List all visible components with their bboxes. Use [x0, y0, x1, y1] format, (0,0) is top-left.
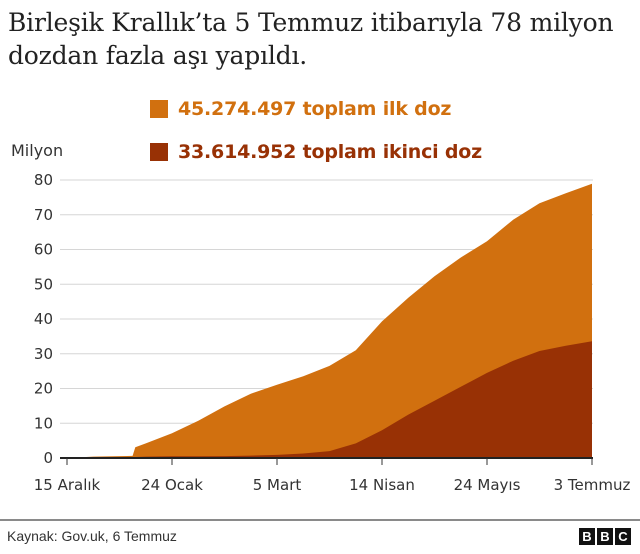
chart-title: Birleşik Krallık’ta 5 Temmuz itibarıyla …: [8, 8, 614, 70]
x-tick-label: 15 Aralık: [34, 476, 101, 494]
x-axis-ticks: 15 Aralık 24 Ocak 5 Mart 14 Nisan 24 Mayıs 3 …: [34, 458, 631, 494]
legend-label-first-dose: 45.274.497 toplam ilk doz: [178, 98, 452, 120]
y-tick-label: 50: [34, 275, 53, 293]
bbc-logo-letter: B: [597, 528, 613, 545]
area-second-dose: [59, 341, 593, 458]
y-tick-label: 0: [43, 449, 53, 467]
y-tick-label: 30: [34, 345, 53, 363]
x-tick-label: 3 Temmuz: [554, 476, 631, 494]
x-tick-label: 14 Nisan: [349, 476, 415, 494]
legend-item-second-dose: 33.614.952 toplam ikinci doz: [150, 141, 482, 163]
y-tick-label: 60: [34, 241, 53, 259]
y-tick-label: 40: [34, 310, 53, 328]
x-tick-label: 5 Mart: [253, 476, 302, 494]
area-chart: 0 10 20 30 40 50 60 70 80 15 Aralık 24 Ocak 5 Mart…: [34, 171, 631, 494]
y-tick-label: 20: [34, 380, 53, 398]
bbc-logo: B B C: [579, 528, 631, 545]
y-tick-label: 10: [34, 414, 53, 432]
y-tick-label: 70: [34, 206, 53, 224]
x-tick-label: 24 Ocak: [141, 476, 203, 494]
footer-divider: [0, 519, 640, 521]
y-tick-label: 80: [34, 171, 53, 189]
legend-label-second-dose: 33.614.952 toplam ikinci doz: [178, 141, 482, 163]
bbc-logo-letter: C: [615, 528, 631, 545]
legend-swatch-second-dose: [150, 143, 168, 161]
bbc-logo-letter: B: [579, 528, 595, 545]
y-axis-label: Milyon: [11, 141, 64, 160]
legend-swatch-first-dose: [150, 100, 168, 118]
y-axis-ticks: 0 10 20 30 40 50 60 70 80: [34, 171, 53, 467]
source-note: Kaynak: Gov.uk, 6 Temmuz: [7, 528, 177, 544]
x-tick-label: 24 Mayıs: [454, 476, 521, 494]
legend-item-first-dose: 45.274.497 toplam ilk doz: [150, 98, 451, 120]
